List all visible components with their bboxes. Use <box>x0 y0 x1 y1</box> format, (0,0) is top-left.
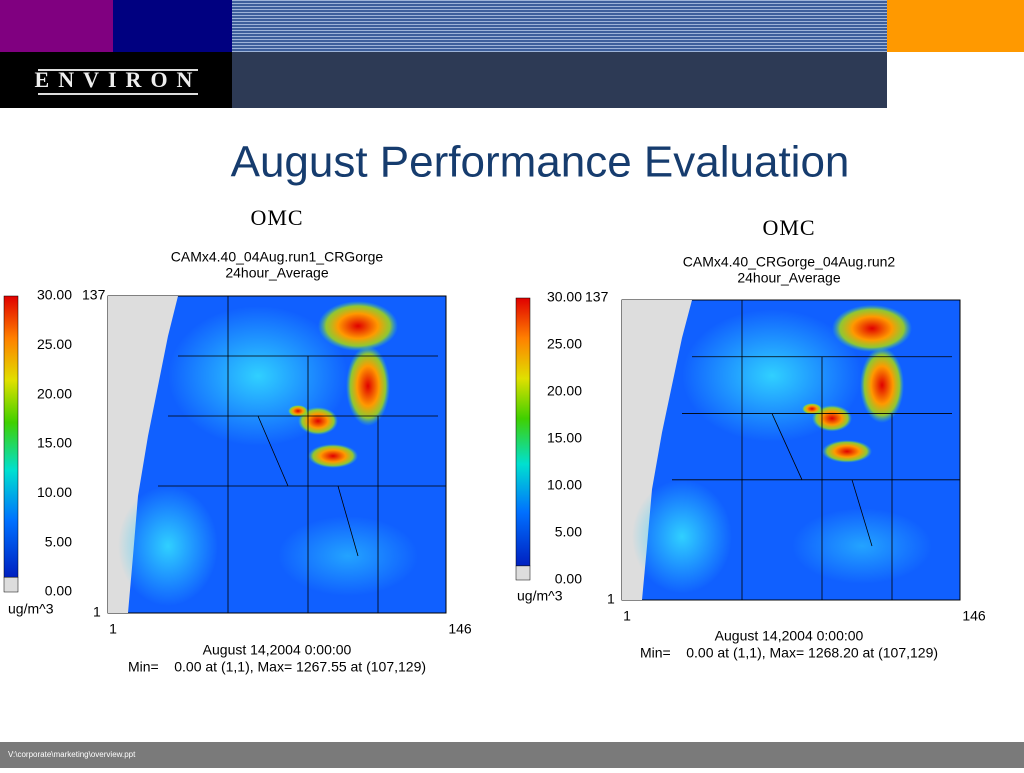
map-shade <box>632 479 732 594</box>
footer-path: V:\corporate\marketing\overview.ppt <box>8 750 136 759</box>
slide-title: August Performance Evaluation <box>231 138 850 187</box>
scale-label: 25.00 <box>547 336 582 352</box>
run-name: CAMx4.40_04Aug.run1_CRGorge <box>171 249 384 265</box>
borders <box>672 300 960 601</box>
scale-label: 15.00 <box>547 430 582 446</box>
scale-label: 10.00 <box>37 484 72 500</box>
borders <box>158 296 446 613</box>
map-hotspot <box>822 440 872 463</box>
x-max: 146 <box>962 608 986 624</box>
map-shade <box>118 486 218 606</box>
x-min: 1 <box>109 621 117 637</box>
header-block <box>232 52 887 108</box>
scale-label: 30.00 <box>37 287 72 303</box>
stats: Min= 0.00 at (1,1), Max= 1267.55 at (107… <box>128 659 426 675</box>
map-hotspot <box>318 301 398 351</box>
header-block <box>113 0 232 52</box>
x-min: 1 <box>623 608 631 624</box>
header-block <box>887 0 1024 52</box>
date: August 14,2004 0:00:00 <box>203 642 352 658</box>
run-name: CAMx4.40_CRGorge_04Aug.run2 <box>683 254 896 270</box>
y-min: 1 <box>607 591 615 607</box>
map-hotspot <box>288 405 308 417</box>
panels: OMCCAMx4.40_04Aug.run1_CRGorge24hour_Ave… <box>3 205 986 675</box>
map-hotspot <box>346 346 390 426</box>
logo: ENVIRON <box>35 67 202 92</box>
logo-rule <box>38 69 198 71</box>
scale-label: 0.00 <box>555 571 582 587</box>
date: August 14,2004 0:00:00 <box>715 628 864 644</box>
header-block <box>232 0 887 52</box>
average-name: 24hour_Average <box>225 265 328 281</box>
stats: Min= 0.00 at (1,1), Max= 1268.20 at (107… <box>640 645 938 661</box>
header-block <box>0 0 113 52</box>
average-name: 24hour_Average <box>737 270 840 286</box>
map-shade <box>278 516 418 596</box>
map-hotspot <box>802 403 822 415</box>
map <box>107 295 447 614</box>
logo-rule <box>38 93 198 95</box>
panel-label: OMC <box>762 215 815 240</box>
map-hotspot <box>832 304 912 353</box>
scale-label: 25.00 <box>37 336 72 352</box>
scale-label: 30.00 <box>547 289 582 305</box>
x-max: 146 <box>448 621 472 637</box>
y-max: 137 <box>82 287 106 303</box>
colorbar <box>3 295 19 578</box>
scale-label: 5.00 <box>555 524 582 540</box>
footer-bar <box>0 742 1024 768</box>
unit: ug/m^3 <box>8 601 54 617</box>
scale-label: 10.00 <box>547 477 582 493</box>
scale-label: 0.00 <box>45 583 72 599</box>
y-min: 1 <box>93 604 101 620</box>
scale-label: 20.00 <box>547 383 582 399</box>
logo-box <box>0 52 232 108</box>
panel-label: OMC <box>250 205 303 230</box>
map-shade <box>792 508 932 584</box>
map-hotspot <box>308 444 358 468</box>
map <box>621 299 961 601</box>
scale-label: 20.00 <box>37 385 72 401</box>
unit: ug/m^3 <box>517 588 563 604</box>
y-max: 137 <box>585 289 609 305</box>
colorbar-min <box>3 576 19 593</box>
colorbar-min <box>515 565 531 581</box>
scale-label: 15.00 <box>37 435 72 451</box>
colorbar <box>515 297 531 567</box>
map-hotspot <box>860 347 904 424</box>
scale-label: 5.00 <box>45 533 72 549</box>
